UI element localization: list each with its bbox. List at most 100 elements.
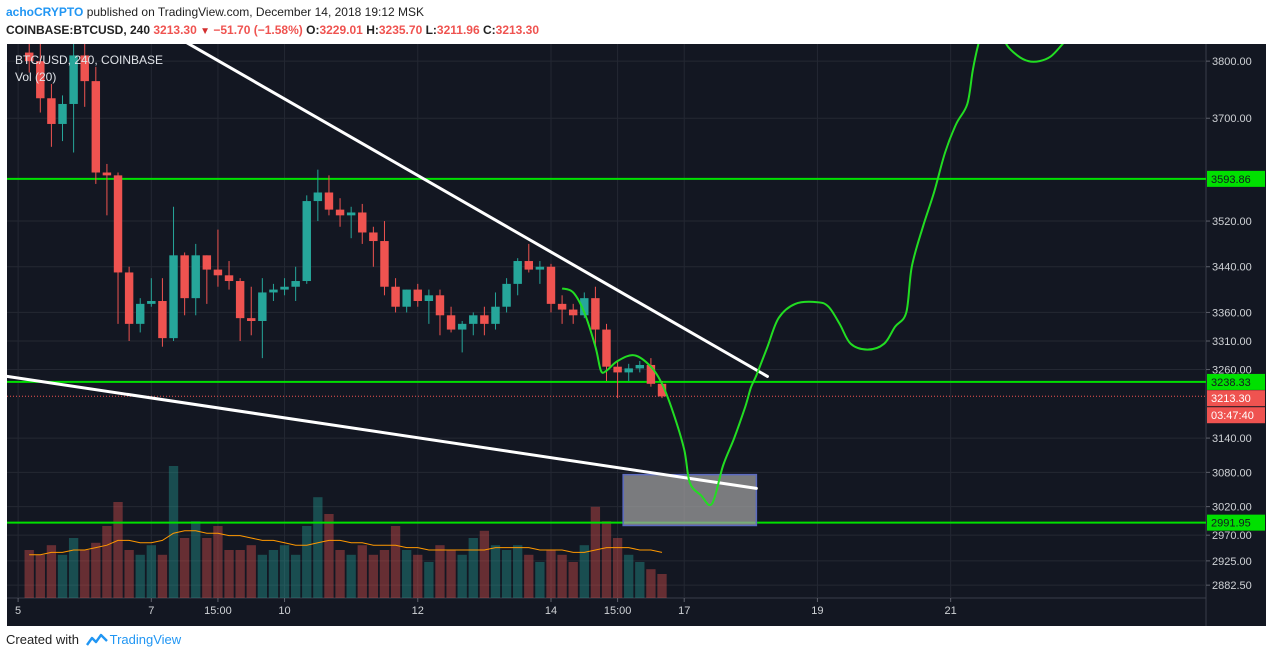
candle-body [158,301,167,339]
symbol-label[interactable]: COINBASE:BTCUSD, 240 [6,23,151,37]
candle-body [446,315,456,330]
volume-bar [213,526,223,598]
volume-bar [257,554,268,598]
price-chart[interactable]: 3800.00 3700.00 3520.00 3440.00 3360.00 3310.… [0,44,1272,626]
volume-bar [279,545,290,598]
volume-bar [302,526,312,598]
volume-bar [601,521,612,598]
volume-bar [557,554,567,598]
volume-bar [246,545,256,598]
volume-bar [413,554,423,598]
volume-bar [424,562,434,598]
close-value: 3213.30 [495,23,540,37]
time-tick-label: 15:00 [604,605,632,617]
open-value: 3229.01 [319,23,363,37]
candle-body [324,192,334,210]
chart-footer: Created with TradingView [0,626,1272,658]
candle-body [380,241,389,287]
legend-volume: Vol (20) [15,70,56,84]
volume-bar [357,545,367,598]
candle-body [557,303,567,310]
candle-body [502,283,511,307]
candle-body [646,364,656,384]
tradingview-logo-icon [85,633,108,646]
level-tag: 2991.95 [1211,518,1251,530]
time-tick-label: 15:00 [204,605,232,617]
time-tick-label: 7 [148,605,154,617]
volume-bar [235,550,245,598]
volume-bar [524,554,534,598]
volume-ma-line [29,530,663,556]
candle-body [169,255,178,339]
volume-bar [24,550,34,598]
author-link[interactable]: achoCRYPTO [6,5,84,19]
tradingview-brand-link[interactable]: TradingView [109,632,182,647]
price-tick-label: 2970.00 [1212,530,1252,542]
volume-bar [535,562,545,598]
volume-bar [568,562,578,598]
countdown-tag: 03:47:40 [1211,410,1254,422]
candle-body [247,318,256,321]
candle-body [568,309,578,316]
candle-body [524,261,534,270]
price-tick-label: 2925.00 [1212,556,1252,568]
time-axis-panel[interactable] [7,598,1206,626]
time-tick-label: 5 [15,605,21,617]
candle-body [602,329,611,367]
time-tick-label: 14 [545,605,557,617]
volume-bar [102,526,112,598]
publish-info: achoCRYPTO published on TradingView.com,… [6,5,424,19]
time-tick-label: 17 [678,605,690,617]
volume-bar [146,545,156,598]
candle-body [24,52,34,62]
low-label: L: [425,23,437,37]
candle-body [369,232,378,242]
candle-body [624,368,633,373]
price-tick-label: 3020.00 [1212,502,1252,514]
candle-body [136,303,145,324]
level-tag: 3593.86 [1211,174,1251,186]
published-text: published on TradingView.com, December 1… [86,5,425,19]
price-tick-label: 3080.00 [1212,467,1252,479]
price-tick-label: 3520.00 [1212,216,1252,228]
candle-body [302,201,311,282]
chart-header: achoCRYPTO published on TradingView.com,… [0,0,1272,44]
price-tick-label: 3800.00 [1212,56,1252,68]
candle-body [413,289,422,302]
volume-bar [490,545,501,598]
candle-body [491,306,500,324]
volume-bar [335,550,345,598]
high-label: H: [366,23,379,37]
candle-body [424,295,434,302]
price-tick-label: 2882.50 [1212,580,1252,592]
candle-body [469,315,478,324]
candle-body [513,261,522,284]
candle-body [402,289,411,307]
created-with: Created with TradingView [6,632,181,647]
volume-bar [457,554,467,598]
volume-bar [435,545,445,598]
plot-background [7,44,1206,598]
candle-body [435,295,445,316]
candle-body [291,281,300,287]
volume-bar [57,554,68,598]
candle-body [280,286,289,290]
candle-body [657,383,667,397]
volume-bar [646,569,656,598]
volume-bar [346,554,356,598]
level-tag: 3238.33 [1211,377,1251,389]
candle-body [47,98,56,124]
candle-body [36,61,45,99]
current-price-tag-bg [1207,390,1265,407]
price-tick-label: 3700.00 [1212,113,1252,125]
volume-bar [124,550,134,598]
candle-body [269,289,278,293]
volume-bar [68,538,79,598]
candle-body [224,275,234,282]
candle-body [235,281,245,319]
candle-body [91,81,101,173]
candle-body [80,55,89,82]
volume-bar [501,550,512,598]
low-value: 3211.96 [436,23,480,37]
price-tick-label: 3260.00 [1212,365,1252,377]
